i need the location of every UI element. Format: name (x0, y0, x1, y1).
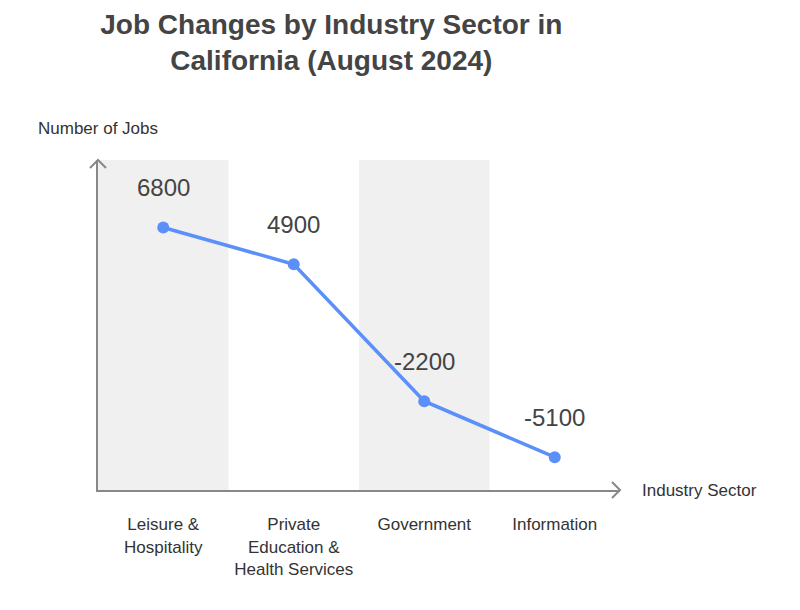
svg-text:Job Changes by Industry Sector: Job Changes by Industry Sector inCalifor… (100, 9, 562, 76)
svg-text:Information: Information (512, 515, 597, 534)
svg-text:Government: Government (377, 515, 471, 534)
svg-text:-5100: -5100 (524, 404, 585, 431)
svg-text:PrivateEducation &Health Servi: PrivateEducation &Health Services (234, 515, 353, 578)
svg-text:6800: 6800 (137, 174, 190, 201)
svg-text:-2200: -2200 (394, 348, 455, 375)
svg-text:4900: 4900 (267, 211, 320, 238)
svg-text:Leisure &Hospitality: Leisure &Hospitality (124, 515, 203, 556)
svg-text:Industry Sector: Industry Sector (642, 481, 757, 500)
svg-text:Number of Jobs: Number of Jobs (38, 119, 158, 138)
